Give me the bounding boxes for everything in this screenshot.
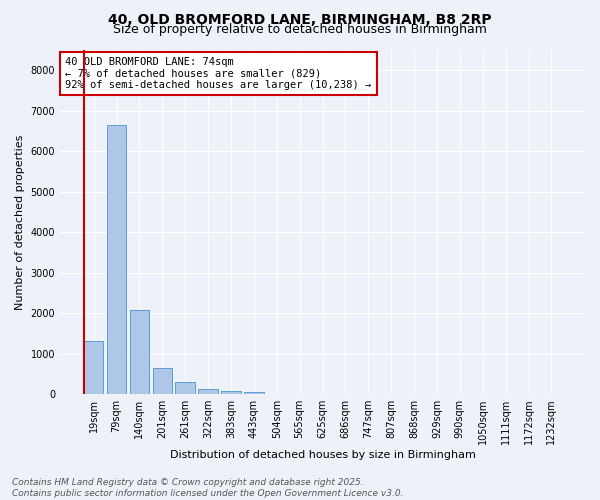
Bar: [175, 382, 195, 394]
Bar: [199, 389, 218, 394]
Bar: [130, 310, 149, 394]
Bar: [107, 125, 126, 394]
X-axis label: Distribution of detached houses by size in Birmingham: Distribution of detached houses by size …: [170, 450, 475, 460]
Text: Contains HM Land Registry data © Crown copyright and database right 2025.
Contai: Contains HM Land Registry data © Crown c…: [12, 478, 404, 498]
Text: 40, OLD BROMFORD LANE, BIRMINGHAM, B8 2RP: 40, OLD BROMFORD LANE, BIRMINGHAM, B8 2R…: [108, 12, 492, 26]
Bar: [221, 391, 241, 394]
Text: Size of property relative to detached houses in Birmingham: Size of property relative to detached ho…: [113, 22, 487, 36]
Text: 40 OLD BROMFORD LANE: 74sqm
← 7% of detached houses are smaller (829)
92% of sem: 40 OLD BROMFORD LANE: 74sqm ← 7% of deta…: [65, 57, 371, 90]
Y-axis label: Number of detached properties: Number of detached properties: [15, 134, 25, 310]
Bar: [152, 368, 172, 394]
Bar: [244, 392, 263, 394]
Bar: [84, 342, 103, 394]
